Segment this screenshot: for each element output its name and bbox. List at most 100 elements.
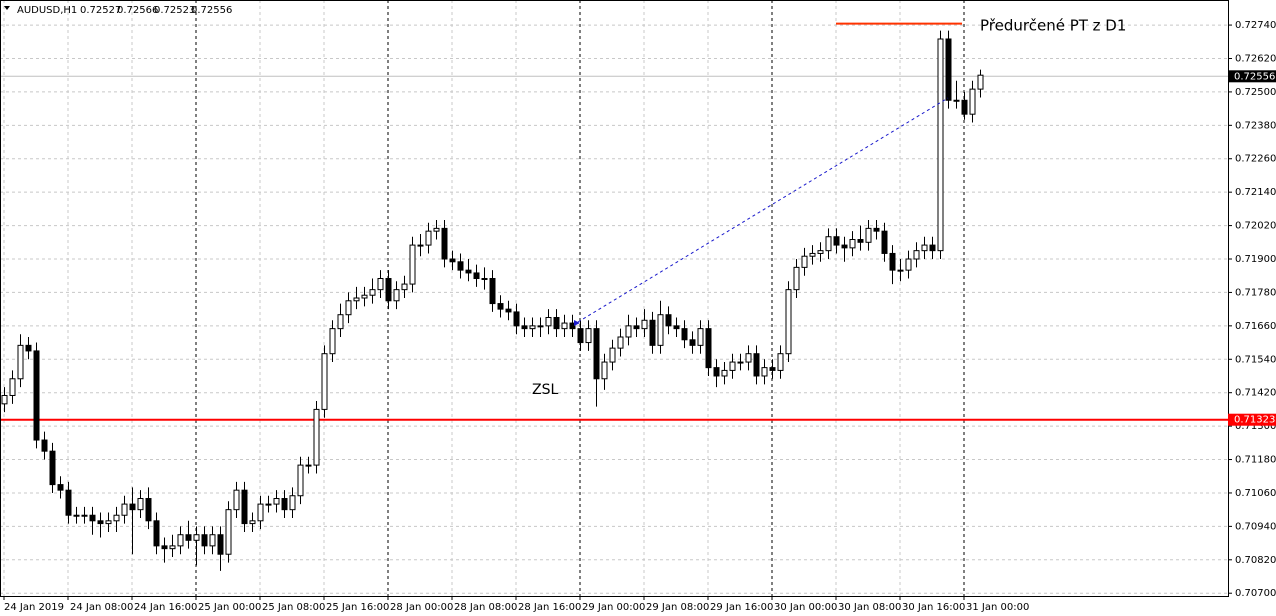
header-value: 0.72523 (154, 5, 195, 16)
candle-body (417, 244, 424, 247)
y-tick-label: 0.72740 (1235, 20, 1276, 31)
candle-body (649, 319, 656, 346)
x-tick-label: 29 Jan 00:00 (582, 602, 645, 613)
candle-body (73, 514, 80, 517)
x-tick-label: 31 Jan 00:00 (966, 602, 1029, 613)
candle-body (209, 534, 216, 547)
candle-body (529, 325, 536, 330)
candle-body (673, 325, 680, 330)
candle-body (385, 278, 392, 302)
candle-body (97, 520, 104, 525)
x-tick-label: 30 Jan 08:00 (838, 602, 901, 613)
trade-arrow (574, 320, 580, 326)
candle-body (841, 244, 848, 249)
support-label: 0.71323 (1234, 415, 1275, 426)
annotation: Předurčené PT z D1 (980, 17, 1126, 35)
x-tick-label: 29 Jan 16:00 (710, 602, 773, 613)
candle-body (593, 328, 600, 380)
candle-body (361, 294, 368, 299)
candle-body (753, 353, 760, 377)
x-tick-label: 25 Jan 08:00 (262, 602, 325, 613)
candle-body (353, 297, 360, 302)
current-price-label: 0.72556 (1234, 71, 1275, 82)
candle-body (601, 361, 608, 380)
candle-body (241, 489, 248, 525)
candle-body (409, 244, 416, 285)
candle-body (145, 498, 152, 522)
candle-body (505, 308, 512, 313)
candle-body (849, 239, 856, 249)
y-tick-label: 0.72140 (1235, 187, 1276, 198)
y-tick-label: 0.71180 (1235, 455, 1276, 466)
x-tick-label: 25 Jan 00:00 (198, 602, 261, 613)
candle-body (33, 350, 40, 441)
candle-body (41, 439, 48, 452)
candle-body (545, 316, 552, 327)
candle-body (369, 289, 376, 296)
candle-body (961, 99, 968, 115)
candle-body (785, 289, 792, 355)
candle-body (265, 503, 272, 506)
candle-body (217, 534, 224, 555)
candle-body (881, 230, 888, 254)
candle-body (449, 258, 456, 263)
y-tick-label: 0.71300 (1235, 421, 1276, 432)
x-tick-label: 28 Jan 16:00 (518, 602, 581, 613)
levels (0, 22, 1228, 421)
candle-body (625, 325, 632, 338)
annotation: ZSL (532, 382, 558, 398)
candle-body (257, 503, 264, 522)
candle-body (737, 361, 744, 364)
candle-body (705, 328, 712, 369)
y-tick-label: 0.71660 (1235, 321, 1276, 332)
y-tick-label: 0.72500 (1235, 87, 1276, 98)
candle-body (161, 545, 168, 550)
candle-body (537, 325, 544, 328)
candle-body (825, 236, 832, 252)
y-tick-label: 0.71420 (1235, 388, 1276, 399)
candle-body (801, 255, 808, 268)
menu-arrow[interactable] (4, 6, 10, 10)
y-tick-label: 0.72620 (1235, 53, 1276, 64)
y-tick-label: 0.72260 (1235, 154, 1276, 165)
candle-body (777, 353, 784, 371)
candle-body (65, 489, 72, 516)
header-value: 0.72556 (191, 5, 232, 16)
candle-body (793, 266, 800, 291)
candle-body (281, 498, 288, 511)
candle-body (49, 450, 56, 486)
candle-body (193, 534, 200, 541)
candle-body (729, 361, 736, 371)
x-tick-label: 29 Jan 08:00 (646, 602, 709, 613)
candle-body (833, 236, 840, 246)
candle-body (681, 328, 688, 341)
candle-body (721, 369, 728, 377)
candle-body (153, 520, 160, 547)
candle-body (905, 258, 912, 271)
candle-body (297, 464, 304, 497)
y-tick-label: 0.71780 (1235, 287, 1276, 298)
x-tick-label: 24 Jan 2019 (4, 602, 64, 613)
x-tick-label: 28 Jan 08:00 (454, 602, 517, 613)
candle-body (201, 534, 208, 547)
candle-body (873, 227, 880, 232)
trade-line (577, 97, 949, 323)
candle-body (9, 378, 16, 396)
candle-body (513, 311, 520, 327)
candle-body (761, 367, 768, 377)
candle-body (929, 244, 936, 252)
candle-body (1, 394, 8, 405)
candle-body (769, 367, 776, 371)
candle-body (745, 353, 752, 363)
y-tick-label: 0.71900 (1235, 254, 1276, 265)
candle-body (233, 489, 240, 511)
candle-body (273, 498, 280, 505)
symbol-title: AUDUSD,H1 (17, 5, 77, 16)
candle-body (497, 303, 504, 310)
y-tick-label: 0.71540 (1235, 354, 1276, 365)
candle-body (817, 250, 824, 254)
candle-body (953, 99, 960, 102)
candle-body (433, 227, 440, 232)
